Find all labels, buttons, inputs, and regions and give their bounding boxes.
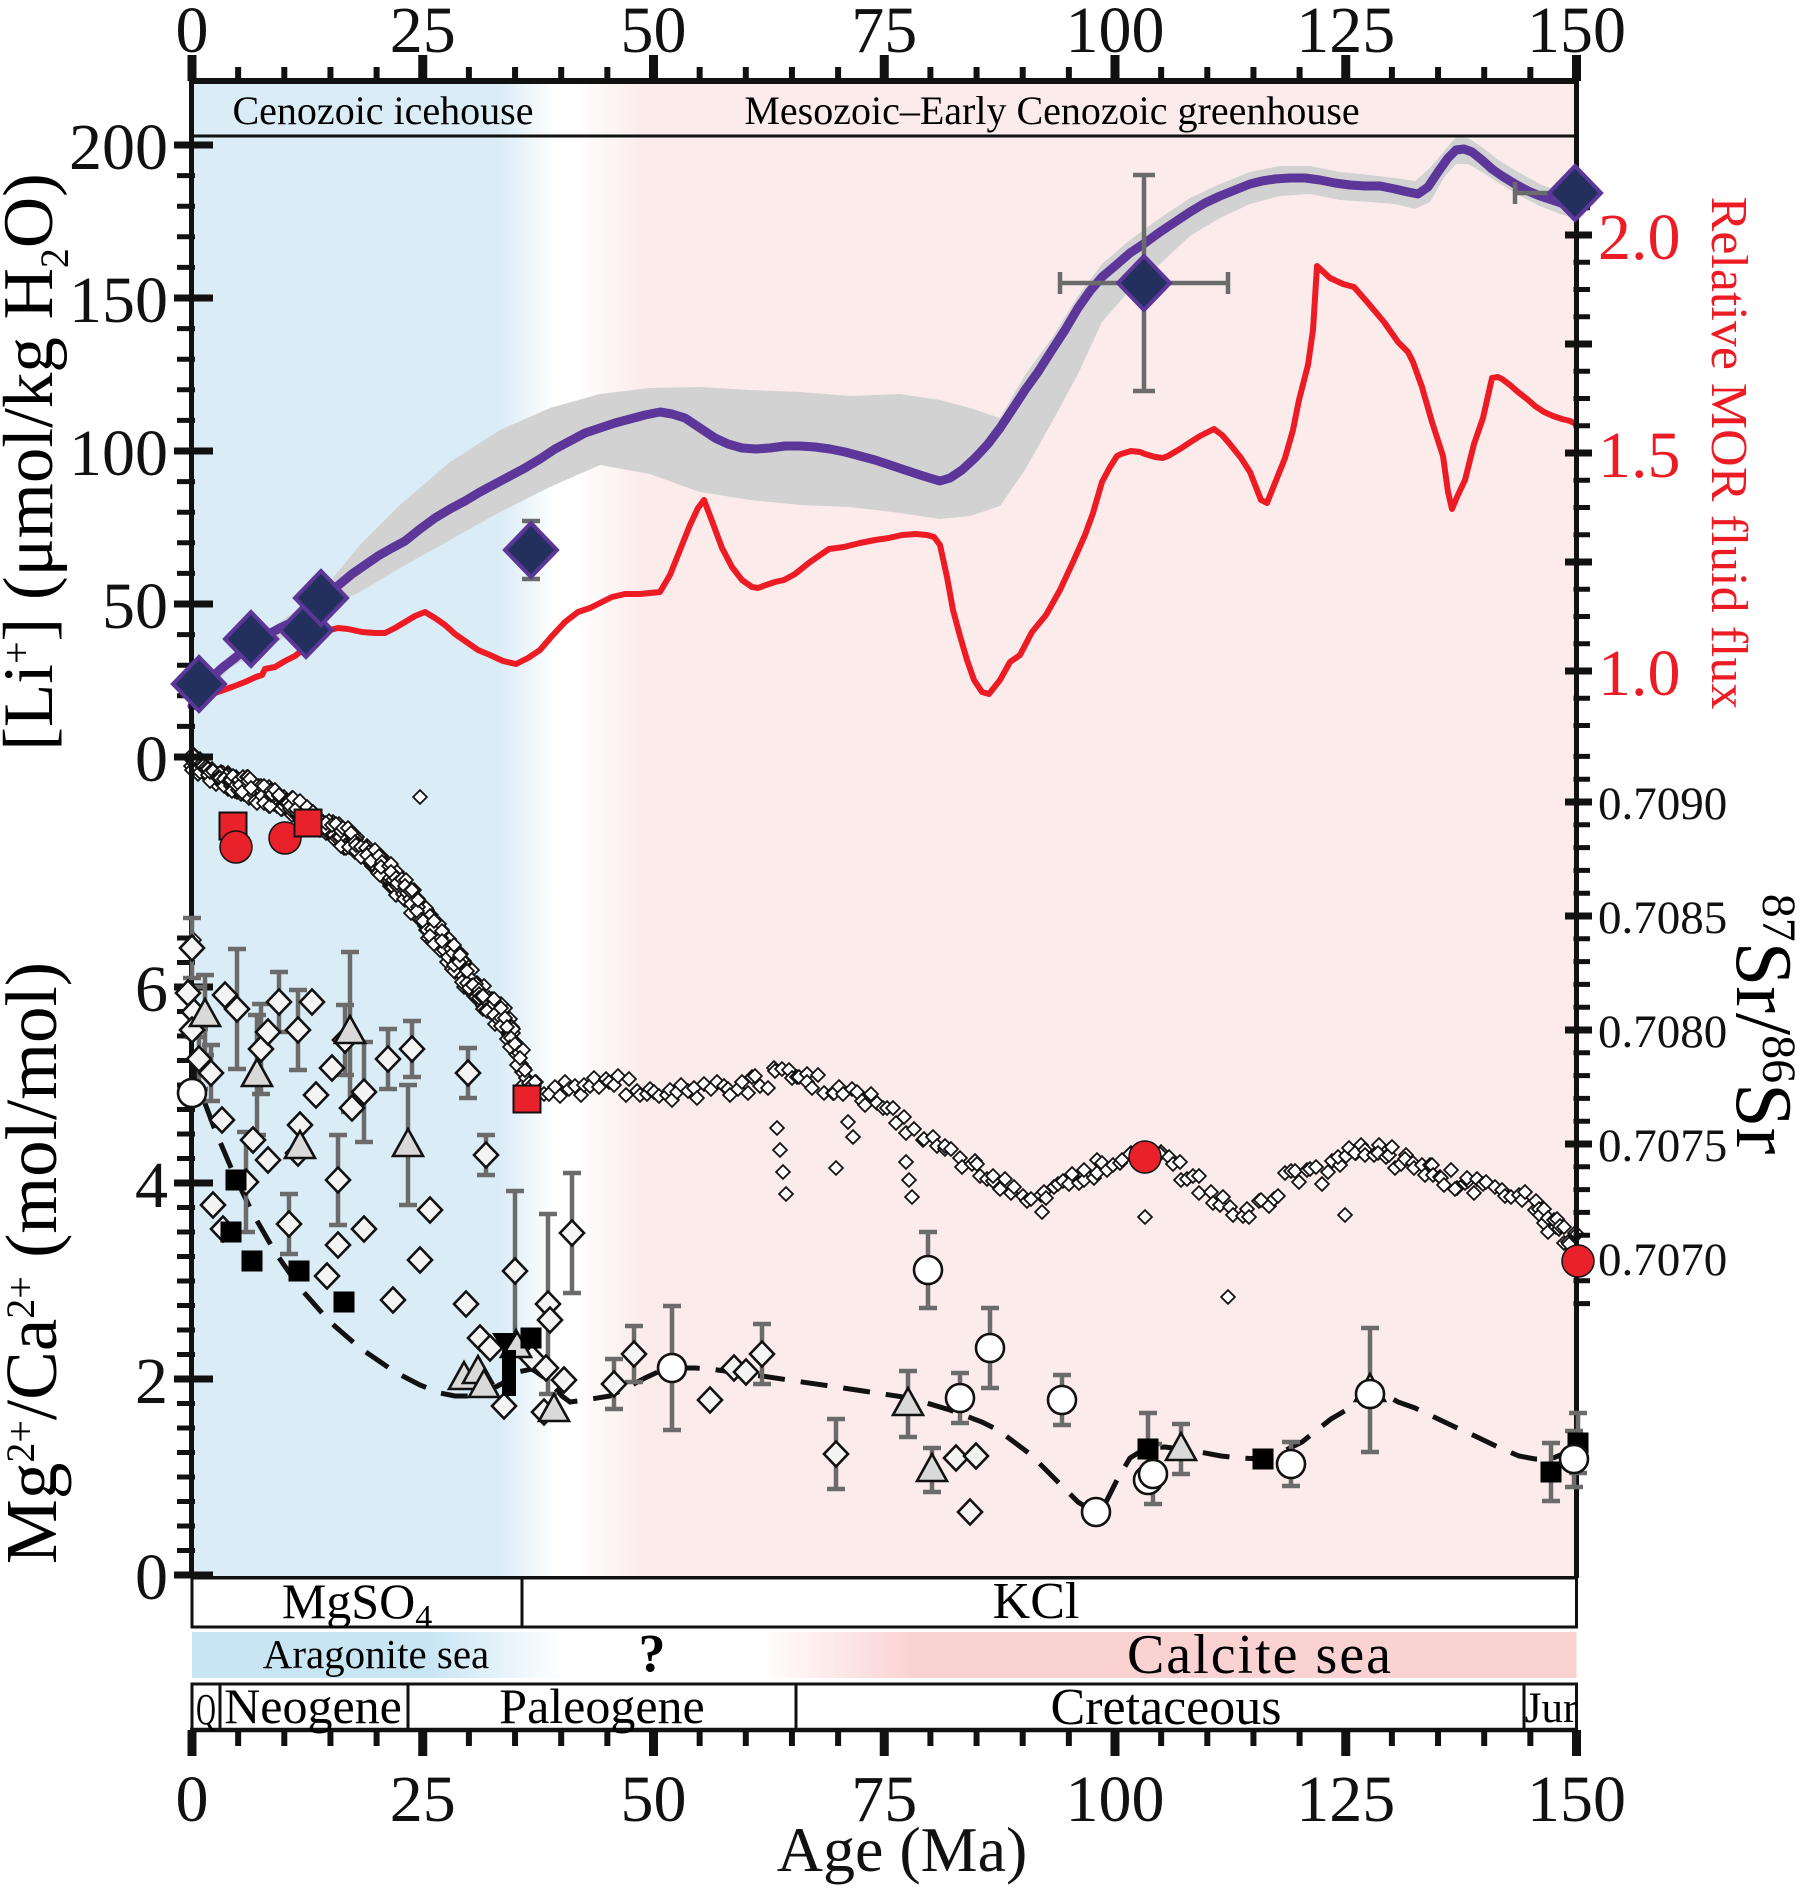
svg-text:Calcite sea: Calcite sea (1127, 1624, 1393, 1686)
svg-text:0.7080: 0.7080 (1598, 1006, 1727, 1058)
svg-text:75: 75 (851, 1763, 917, 1836)
svg-text:25: 25 (390, 1763, 456, 1836)
svg-text:200: 200 (69, 111, 168, 184)
svg-text:75: 75 (851, 0, 917, 67)
svg-text:150: 150 (1527, 1763, 1626, 1836)
svg-text:?: ? (639, 1623, 666, 1683)
svg-text:0.7070: 0.7070 (1598, 1234, 1727, 1286)
svg-text:Neogene: Neogene (224, 1678, 402, 1734)
svg-text:150: 150 (69, 264, 168, 337)
svg-text:6: 6 (135, 953, 168, 1026)
svg-text:0.7075: 0.7075 (1598, 1120, 1727, 1172)
svg-text:Mesozoic–Early Cenozoic greenh: Mesozoic–Early Cenozoic greenhouse (744, 88, 1359, 133)
svg-text:4: 4 (135, 1149, 168, 1222)
svg-text:Mg2+/Ca2+ (mol/mol): Mg2+/Ca2+ (mol/mol) (0, 962, 72, 1564)
svg-text:Relative MOR fluid flux: Relative MOR fluid flux (1700, 197, 1757, 710)
svg-text:125: 125 (1296, 0, 1395, 67)
svg-text:100: 100 (1066, 0, 1165, 67)
svg-text:1.0: 1.0 (1598, 637, 1681, 710)
svg-text:100: 100 (69, 417, 168, 490)
svg-text:50: 50 (102, 570, 168, 643)
svg-text:100: 100 (1066, 1763, 1165, 1836)
svg-text:50: 50 (621, 0, 687, 67)
svg-text:Paleogene: Paleogene (499, 1678, 704, 1734)
svg-text:KCl: KCl (993, 1573, 1080, 1630)
svg-text:Cenozoic icehouse: Cenozoic icehouse (233, 88, 534, 133)
svg-text:Age (Ma): Age (Ma) (777, 1814, 1028, 1885)
svg-text:2: 2 (135, 1345, 168, 1418)
svg-text:0: 0 (135, 1541, 168, 1614)
svg-text:150: 150 (1527, 0, 1626, 67)
svg-text:50: 50 (621, 1763, 687, 1836)
svg-text:0.7090: 0.7090 (1598, 778, 1727, 830)
svg-text:0: 0 (135, 723, 168, 796)
svg-text:125: 125 (1296, 1763, 1395, 1836)
svg-text:0: 0 (176, 0, 209, 67)
svg-text:0.7085: 0.7085 (1598, 892, 1727, 944)
svg-text:Q: Q (196, 1684, 216, 1733)
svg-text:87Sr/86Sr: 87Sr/86Sr (1719, 894, 1800, 1155)
svg-text:0: 0 (176, 1763, 209, 1836)
svg-text:MgSO4: MgSO4 (282, 1573, 432, 1636)
svg-text:1.5: 1.5 (1598, 419, 1681, 492)
svg-text:Cretaceous: Cretaceous (1050, 1679, 1281, 1736)
svg-text:Jur: Jur (1525, 1685, 1578, 1732)
svg-text:Aragonite sea: Aragonite sea (263, 1631, 490, 1677)
svg-text:25: 25 (390, 0, 456, 67)
svg-text:2.0: 2.0 (1598, 201, 1681, 274)
